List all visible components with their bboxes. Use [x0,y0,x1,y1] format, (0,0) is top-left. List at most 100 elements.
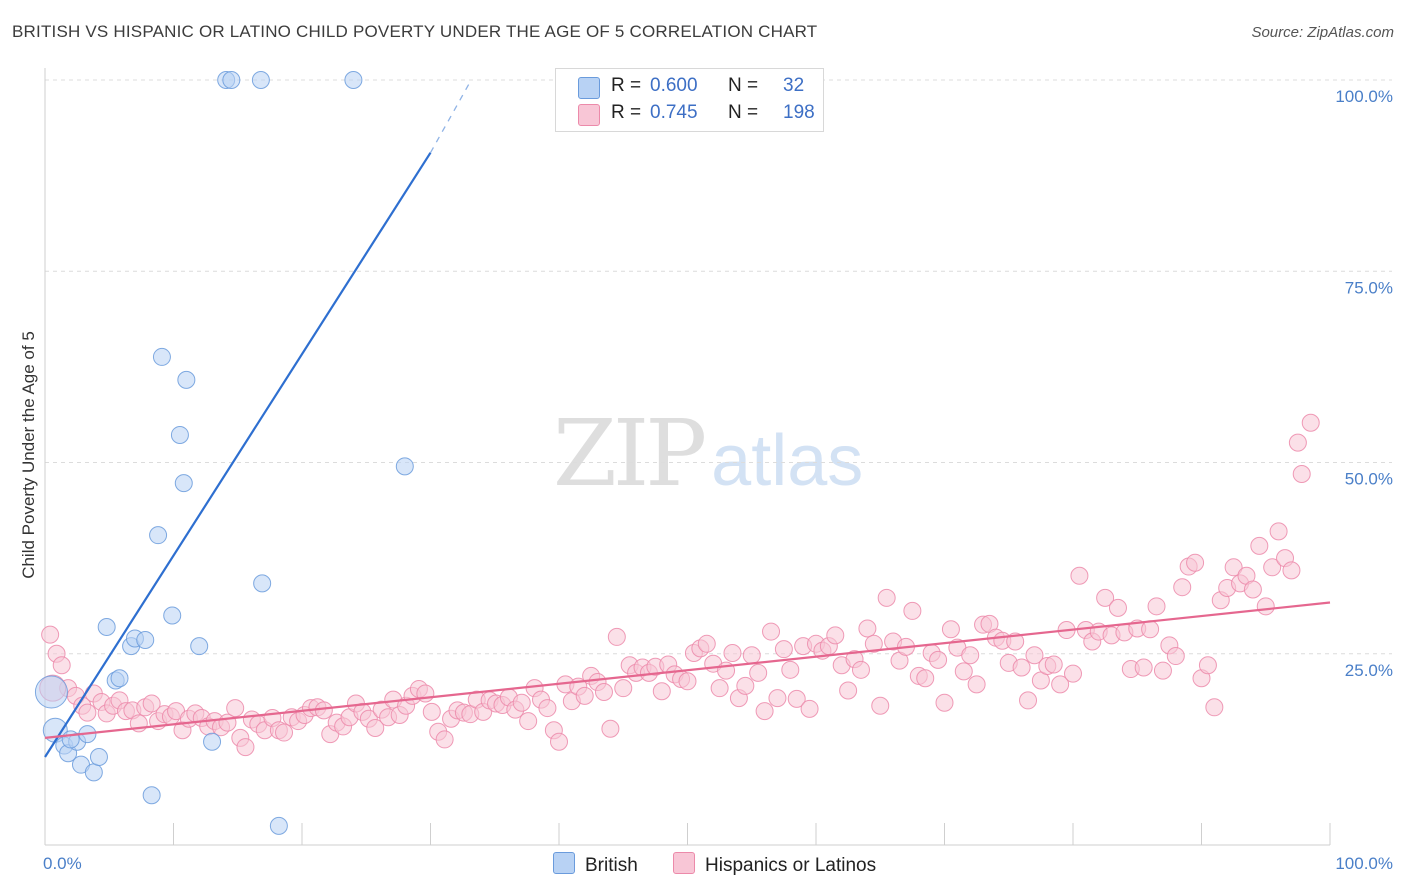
hispanic-point [710,679,729,698]
hispanic-point [851,660,870,679]
hispanic-point [755,702,774,721]
hispanic-swatch [578,104,600,126]
hispanic-point [142,694,161,713]
hispanic-point [858,619,877,638]
british-point [97,617,116,636]
hispanic-point [1198,656,1217,675]
y-axis-label: Child Poverty Under the Age of 5 [19,331,38,579]
hispanic-point [1224,558,1243,577]
source-label: Source: ZipAtlas.com [1251,24,1394,41]
british-swatch [578,77,600,99]
hispanic-point [1070,566,1089,585]
legend-n-value: 198 [783,102,815,123]
legend-r-value: 0.745 [650,102,698,123]
hispanic-point [435,730,454,749]
hispanic-point [1153,661,1172,680]
watermark-atlas: atlas [711,421,864,501]
hispanic-point [678,672,697,691]
legend-n-value: 32 [783,75,805,96]
legend-r-label: R = [611,102,642,123]
hispanic-point [41,625,60,644]
hispanic-point [916,669,935,688]
hispanic-point [1166,647,1185,666]
hispanic-point [652,682,671,701]
british-point [190,637,209,656]
british-point [253,574,272,593]
british-point [34,675,68,709]
hispanic-point [1256,597,1275,616]
y-tick-label: 75.0% [1345,278,1393,297]
hispanic-point [1288,433,1307,452]
hispanic-point [594,683,613,701]
hispanic-point [1205,698,1224,717]
hispanic-point [903,601,922,620]
tick-labels: 25.0% 50.0% 75.0% 100.0% 0.0% 100.0% [43,87,1393,873]
trend-lines [44,83,1331,758]
british-point [177,370,196,389]
hispanic-point [1108,598,1127,617]
british-point [344,71,363,89]
british-point [222,71,241,89]
hispanic-point [236,738,255,757]
axes [44,68,1331,846]
british-point [163,606,182,625]
british-point [136,630,155,649]
hispanic-point [877,588,896,607]
hispanic-point [768,689,787,708]
hispanic-point [742,646,761,665]
legend-n-label: N = [728,75,759,96]
british-point [89,748,108,767]
hispanic-point [839,681,858,700]
british-point [174,474,193,493]
hispanic-point [550,732,568,751]
hispanic-point [601,719,620,738]
hispanic-point [787,689,806,708]
british-point [269,816,288,835]
hispanic-point [1292,464,1311,483]
hispanic-point [1250,536,1269,555]
hispanic-point [575,686,594,705]
hispanic-point [929,650,948,669]
hispanic-point [1173,578,1192,597]
watermark-zip: ZIP [553,400,707,507]
y-tick-label: 50.0% [1345,470,1393,489]
bottom-legend-british: British [553,852,638,877]
british-point [251,71,270,89]
hispanic-point [697,634,716,653]
hispanic-point [1025,646,1044,665]
hispanic-point [967,675,986,694]
hispanic-trend-line [44,601,1331,739]
hispanic-point [800,699,819,718]
hispanic-point [1141,620,1160,639]
british-point [149,526,168,545]
hispanic-point [1147,597,1166,616]
hispanic-point [864,634,883,653]
hispanic-point [1006,632,1025,651]
british-trend-line [44,152,432,758]
hispanic-point [1044,655,1063,674]
hispanic-point [512,693,531,712]
hispanic-point [314,701,333,720]
british-point [395,457,414,476]
hispanic-point [614,679,633,698]
hispanic-point [749,663,768,682]
british-swatch [553,852,575,874]
hispanic-legend-label: Hispanics or Latinos [705,855,877,876]
hispanic-point [1019,691,1038,710]
hispanic-swatch [673,852,695,874]
hispanic-point [607,627,626,646]
hispanic-point [519,712,538,731]
hispanic-point [422,702,441,721]
british-point [152,347,171,366]
hispanic-point [78,703,97,722]
hispanic-point [366,718,385,737]
legend-r-value: 0.600 [650,75,698,96]
hispanic-point [1243,580,1262,599]
hispanic-point [774,640,793,659]
hispanic-point [826,626,845,645]
hispanic-point [781,660,800,679]
british-point [84,763,103,782]
watermark: ZIP atlas [553,400,863,507]
british-legend-label: British [585,855,638,876]
